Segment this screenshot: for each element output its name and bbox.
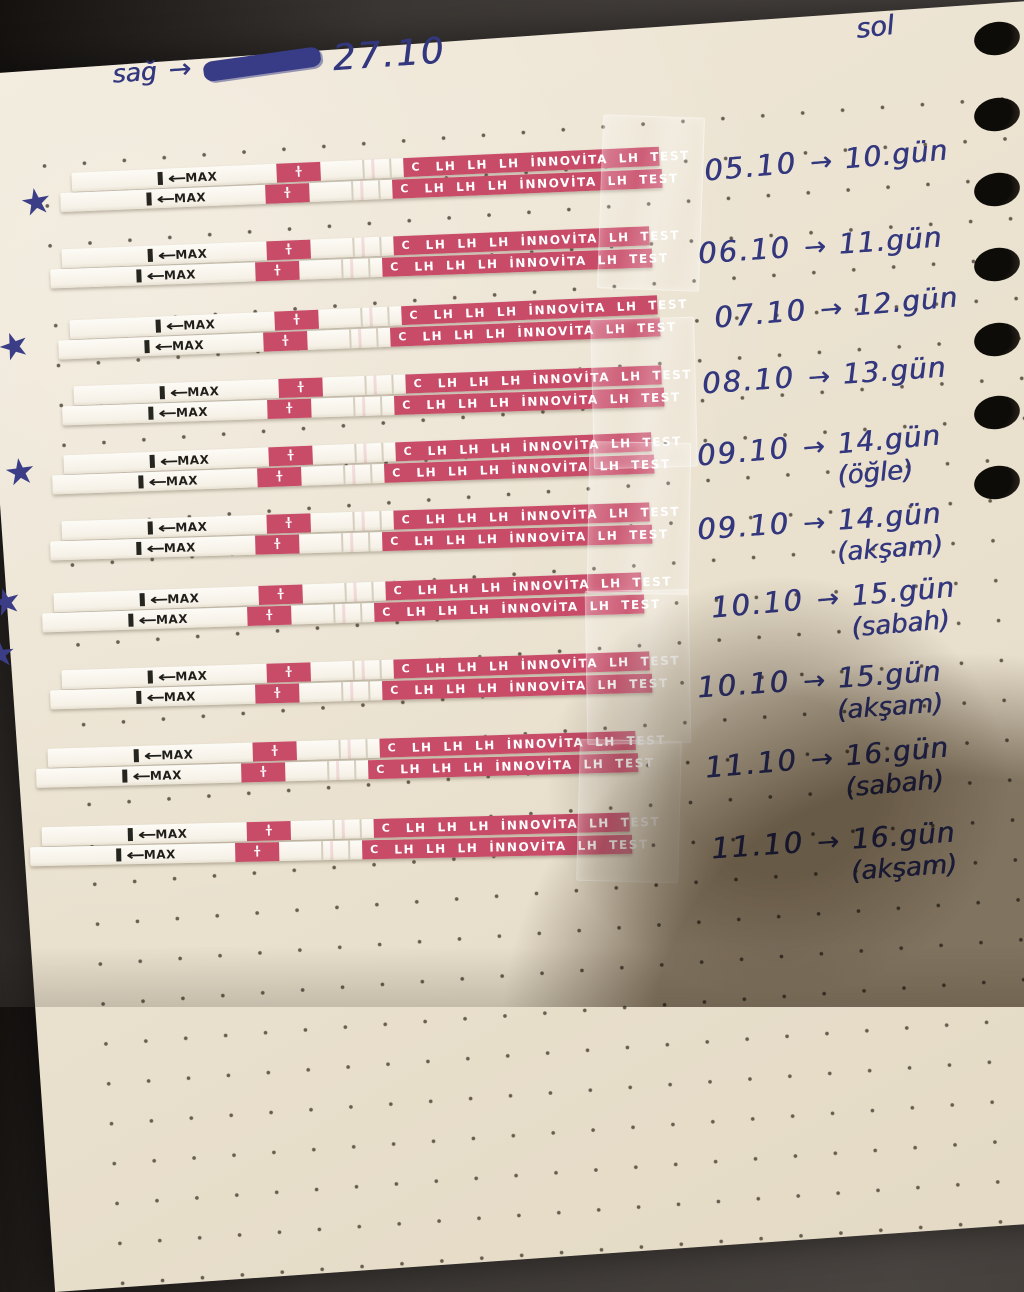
spiral-holes-layer — [971, 18, 1023, 503]
spiral-binding-hole — [971, 94, 1023, 135]
spiral-binding-hole — [971, 319, 1023, 360]
spiral-binding-hole — [971, 392, 1023, 433]
spiral-binding-hole — [971, 244, 1023, 285]
spiral-binding-hole — [971, 462, 1023, 503]
spiral-binding-hole — [971, 18, 1023, 59]
spiral-binding-hole — [971, 169, 1023, 210]
